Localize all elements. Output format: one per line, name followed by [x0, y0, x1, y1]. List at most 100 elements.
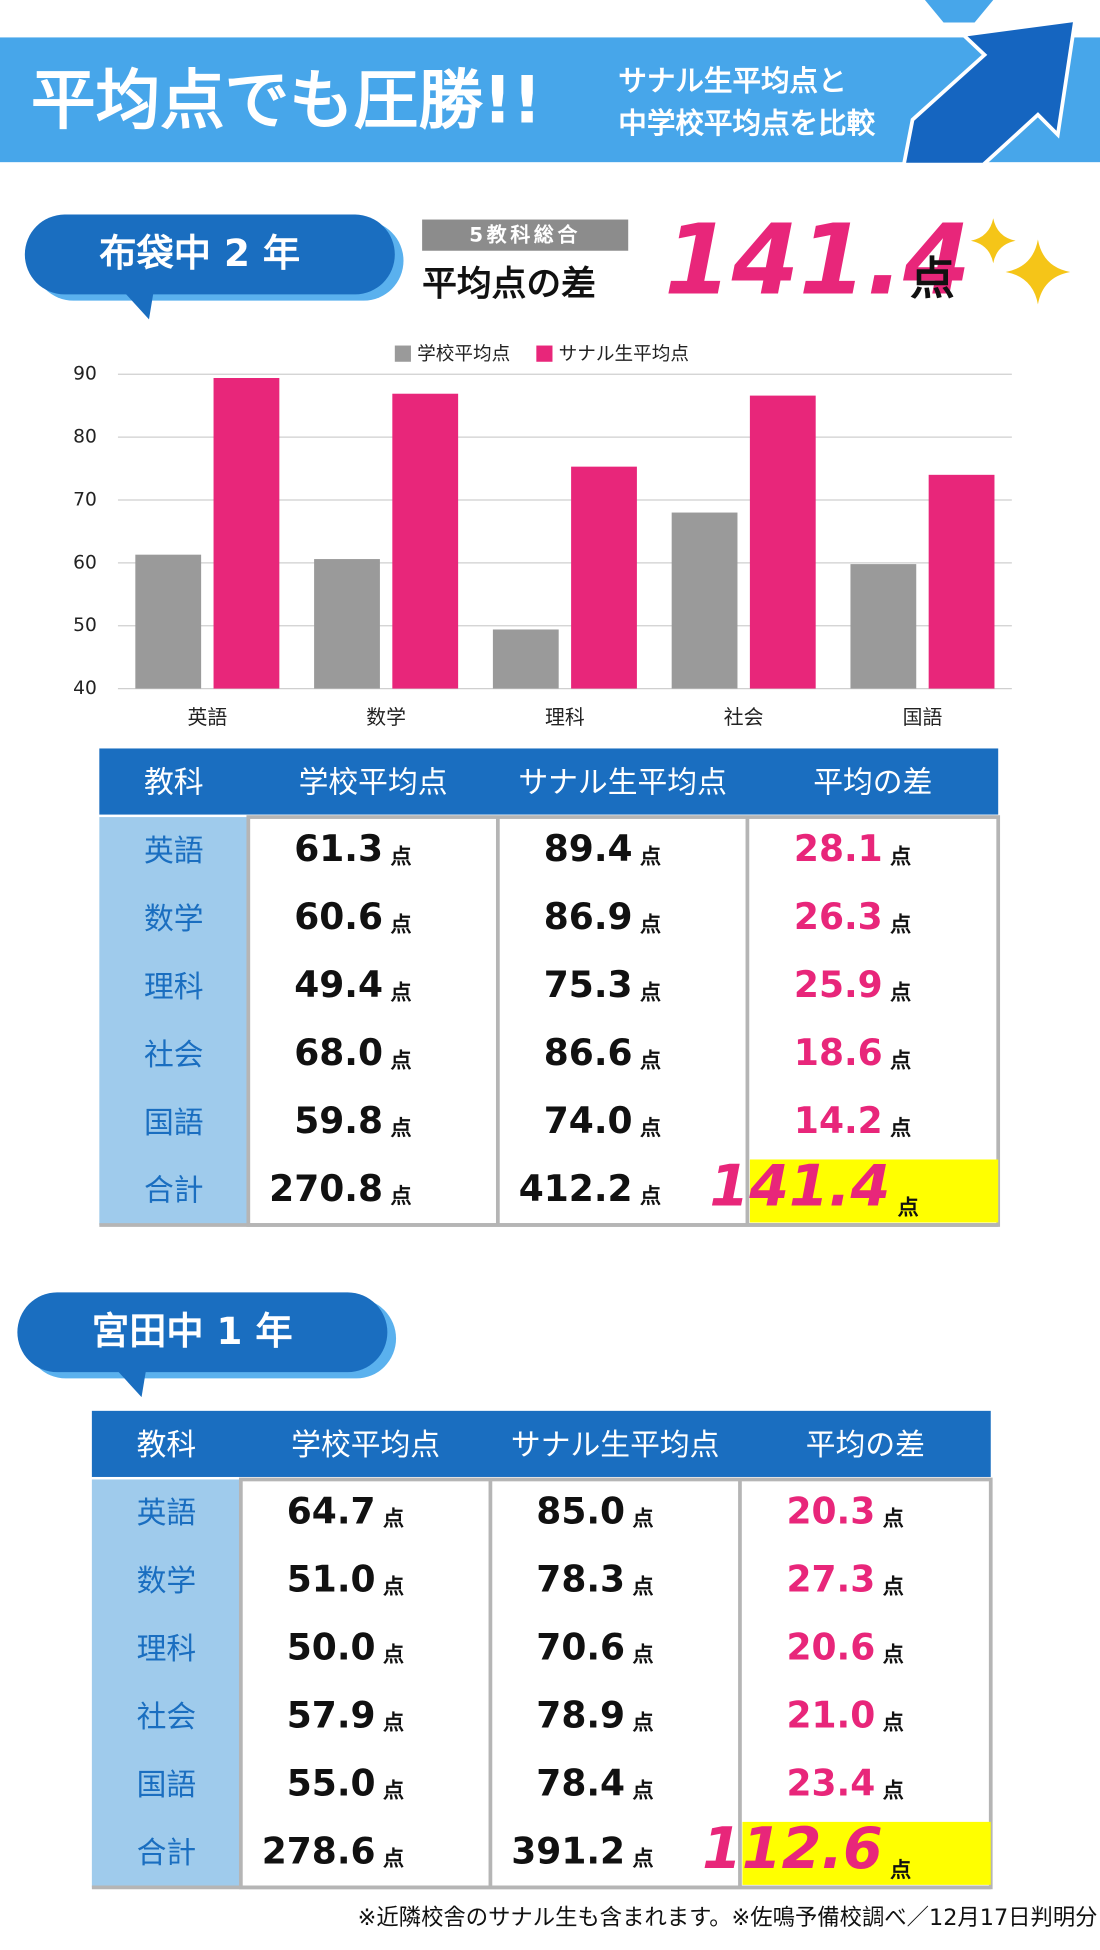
- unit: 点: [383, 1778, 404, 1803]
- legend-swatch: [394, 345, 411, 362]
- y-tick-label: 40: [73, 678, 97, 699]
- bar: [213, 378, 280, 689]
- unit: 点: [890, 1115, 911, 1140]
- label-tail: [121, 289, 154, 320]
- unit: 点: [633, 1710, 654, 1735]
- unit: 点: [383, 1846, 404, 1871]
- x-tick-label: 社会: [724, 706, 764, 729]
- x-tick-label: 理科: [545, 706, 585, 729]
- bar: [749, 395, 816, 689]
- bar: [850, 564, 917, 689]
- subject-col-bg: [99, 817, 249, 1225]
- score-value: 68.0: [294, 1032, 383, 1074]
- sparkle: [970, 218, 1016, 264]
- unit: 点: [890, 1857, 911, 1882]
- subject: 数学: [144, 902, 204, 937]
- unit: 点: [890, 979, 911, 1004]
- score-value: 70.6: [536, 1626, 625, 1668]
- table-header-bg: [91, 1410, 991, 1477]
- summary-label: 平均点の差: [422, 265, 596, 305]
- y-tick-label: 90: [73, 364, 97, 385]
- subject: 英語: [144, 834, 204, 869]
- score-value: 86.6: [544, 1032, 633, 1074]
- table-header: サナル生平均点: [518, 765, 727, 800]
- y-tick-label: 80: [73, 427, 97, 448]
- unit: 点: [383, 1710, 404, 1735]
- summary-value: 141.4: [664, 203, 970, 316]
- table-header: 学校平均点: [299, 765, 448, 800]
- unit: 点: [640, 979, 661, 1004]
- unit: 点: [640, 1115, 661, 1140]
- y-tick-label: 70: [73, 489, 97, 510]
- subject: 国語: [137, 1768, 197, 1803]
- summary-tag: 5教科総合: [469, 222, 581, 246]
- unit: 点: [390, 843, 411, 868]
- score-value: 61.3: [294, 828, 383, 870]
- subject: 数学: [137, 1564, 197, 1599]
- score-value: 60.6: [294, 896, 383, 938]
- score-value: 85.0: [536, 1490, 625, 1532]
- table-header: サナル生平均点: [511, 1428, 720, 1463]
- diff-value: 14.2: [794, 1100, 883, 1142]
- unit: 点: [390, 1047, 411, 1072]
- total-highlight: [749, 1159, 999, 1223]
- footnote: ※近隣校舎のサナル生も含まれます。※佐鳴予備校調べ／12月17日判明分: [358, 1905, 1098, 1931]
- unit: 点: [633, 1574, 654, 1599]
- unit: 点: [883, 1506, 904, 1531]
- table-body-border: [246, 815, 1001, 1227]
- subject: 合計: [137, 1836, 197, 1871]
- arrow: [901, 17, 1078, 167]
- unit: 点: [890, 1047, 911, 1072]
- legend-label: 学校平均点: [417, 344, 510, 365]
- unit: 点: [890, 843, 911, 868]
- section-label-box: [17, 1292, 388, 1373]
- table-header: 平均の差: [813, 765, 932, 800]
- diff-value: 20.6: [786, 1626, 875, 1668]
- diff-value: 141.4: [710, 1153, 891, 1219]
- bar: [671, 512, 738, 689]
- unit: 点: [390, 1115, 411, 1140]
- unit: 点: [890, 911, 911, 936]
- bar: [314, 559, 380, 689]
- subject: 理科: [144, 970, 204, 1005]
- unit: 点: [390, 979, 411, 1004]
- unit: 点: [383, 1642, 404, 1667]
- score-value: 78.4: [536, 1762, 625, 1804]
- section-label: 布袋中 2 年: [99, 231, 300, 275]
- diff-value: 20.3: [786, 1490, 875, 1532]
- unit: 点: [383, 1574, 404, 1599]
- unit: 点: [640, 911, 661, 936]
- unit: 点: [640, 843, 661, 868]
- label-tail: [114, 1367, 147, 1398]
- table-header: 教科: [137, 1428, 197, 1463]
- score-value: 64.7: [287, 1490, 376, 1532]
- unit: 点: [633, 1642, 654, 1667]
- diff-value: 18.6: [794, 1032, 883, 1074]
- table-header-bg: [99, 748, 999, 815]
- subject: 社会: [144, 1038, 204, 1073]
- header-title: 平均点でも圧勝!!: [31, 63, 542, 138]
- legend-swatch: [536, 345, 553, 362]
- summary-tag-box: [422, 219, 629, 251]
- unit: 点: [883, 1778, 904, 1803]
- score-value: 50.0: [287, 1626, 376, 1668]
- score-value: 59.8: [294, 1100, 383, 1142]
- unit: 点: [633, 1846, 654, 1871]
- score-value: 78.9: [536, 1694, 625, 1736]
- x-tick-label: 英語: [187, 706, 227, 729]
- score-value: 86.9: [544, 896, 633, 938]
- arrow-echo: [924, 0, 994, 23]
- score-value: 55.0: [287, 1762, 376, 1804]
- score-value: 57.9: [287, 1694, 376, 1736]
- bar: [135, 554, 202, 689]
- total-highlight: [742, 1821, 991, 1885]
- score-value: 74.0: [544, 1100, 633, 1142]
- unit: 点: [883, 1642, 904, 1667]
- unit: 点: [390, 911, 411, 936]
- diff-value: 21.0: [786, 1694, 875, 1736]
- header-subtitle: サナル生平均点と: [618, 63, 846, 97]
- unit: 点: [633, 1506, 654, 1531]
- unit: 点: [640, 1047, 661, 1072]
